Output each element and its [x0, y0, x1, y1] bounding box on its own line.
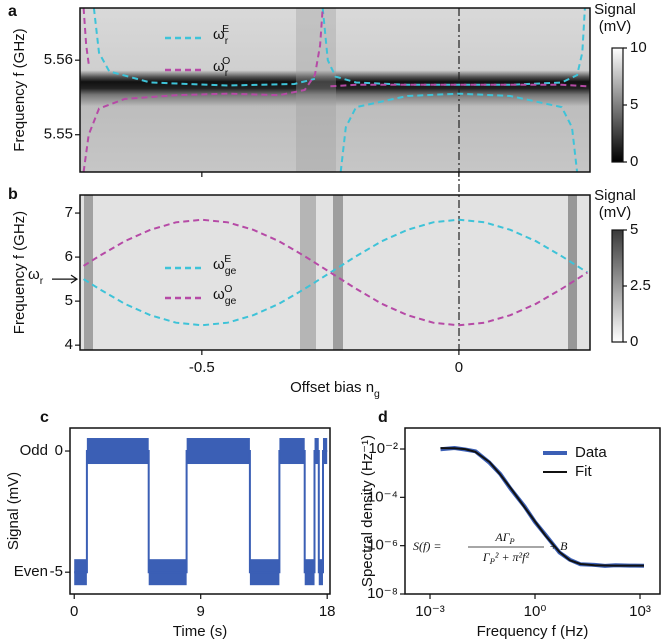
- y-tick-label: 10⁻⁴: [367, 488, 398, 505]
- x-axis-label: Time (s): [173, 623, 227, 640]
- y-axis-label: Frequency f (GHz): [11, 28, 28, 151]
- heatmap-streak: [568, 195, 577, 350]
- x-tick-label: 10⁻³: [415, 603, 445, 620]
- equation-rhs: + B: [549, 539, 568, 553]
- y-tick-label: 6: [65, 248, 73, 265]
- legend-label: Data: [575, 444, 607, 461]
- text-part: Γ: [482, 550, 491, 564]
- y-tick-label: 10⁻⁶: [367, 537, 398, 554]
- colorbar: [611, 47, 624, 163]
- text-part: ge: [225, 265, 237, 277]
- colorbar-tick-label: 0: [630, 333, 638, 350]
- text-part: r: [225, 67, 229, 79]
- text-part: ω: [213, 26, 225, 43]
- text-part: ω: [28, 266, 40, 283]
- colorbar-tick-label: 10: [630, 39, 647, 56]
- x-tick-label: 0: [455, 359, 463, 376]
- colorbar-tick-label: 2.5: [630, 277, 651, 294]
- curve: [82, 8, 588, 172]
- curve: [92, 8, 586, 172]
- y-axis-label: Signal (mV): [5, 472, 22, 550]
- text-part: ω: [213, 256, 225, 273]
- panel-label: b: [8, 186, 18, 203]
- y-tick-label: -5: [50, 563, 63, 580]
- x-tick-label: 0: [70, 603, 78, 620]
- y-tick-label: 10⁻²: [368, 440, 398, 457]
- legend-label: ωrO: [213, 55, 230, 79]
- panel-label: d: [378, 409, 388, 426]
- text-part: E: [224, 253, 231, 265]
- text-part: Offset bias n: [290, 379, 374, 396]
- axes-frame: [79, 194, 591, 351]
- colorbar-tick-label: 0: [630, 153, 638, 170]
- equation-lhs: S(f) =: [413, 539, 441, 553]
- x-tick-label: 18: [319, 603, 336, 620]
- text-part: r: [225, 35, 229, 47]
- text-part: r: [40, 275, 44, 287]
- x-tick-label: -0.5: [189, 359, 215, 376]
- line: [440, 447, 644, 567]
- text-part: O: [222, 55, 230, 67]
- y-tick-label: 0: [55, 442, 63, 459]
- equation-numerator: AΓP: [494, 530, 514, 547]
- line: [74, 450, 328, 574]
- legend-label: ωgeE: [213, 253, 237, 277]
- colorbar-label: (mV): [599, 204, 632, 221]
- y-tick-label: 7: [65, 204, 73, 221]
- legend-label: ωrE: [213, 23, 229, 47]
- colorbar-label: (mV): [599, 18, 632, 35]
- level-label: Even: [14, 563, 48, 580]
- heatmap-streak: [84, 195, 93, 350]
- text-part: AΓ: [494, 530, 510, 544]
- y-tick-label: 4: [65, 336, 73, 353]
- text-part: ² + π²f²: [495, 550, 530, 564]
- text-part: ω: [213, 286, 225, 303]
- axes-frame: [69, 427, 331, 595]
- heatmap-image: [80, 8, 590, 172]
- axes-frame: [79, 7, 591, 173]
- colorbar-tick-label: 5: [630, 221, 638, 238]
- text-part: P: [489, 557, 495, 566]
- text-part: P: [509, 537, 515, 546]
- legend-label: Fit: [575, 463, 592, 480]
- colorbar-label: Signal: [594, 1, 636, 18]
- colorbar-label: Signal: [594, 187, 636, 204]
- legend-label: ωgeO: [213, 283, 237, 307]
- line: [440, 446, 645, 568]
- heatmap-streak: [300, 195, 316, 350]
- x-axis-label: Frequency f (Hz): [477, 623, 589, 640]
- equation-denominator: ΓP² + π²f²: [482, 550, 530, 567]
- y-axis-label: Frequency f (GHz): [11, 211, 28, 334]
- text-part: ω: [213, 58, 225, 75]
- y-tick-label: 5.55: [44, 126, 73, 143]
- y-tick-label: 5: [65, 292, 73, 309]
- annotation: ωr: [28, 266, 44, 287]
- x-tick-label: 10⁰: [524, 603, 547, 620]
- x-axis-label: Offset bias ng: [290, 379, 380, 400]
- x-tick-label: 10³: [629, 603, 651, 620]
- x-tick-label: 9: [197, 603, 205, 620]
- colorbar-tick-label: 5: [630, 96, 638, 113]
- panel-label: c: [40, 409, 49, 426]
- text-part: ge: [225, 295, 237, 307]
- y-axis-label: Spectral density (Hz⁻¹): [359, 435, 376, 587]
- heatmap-streak: [333, 195, 343, 350]
- y-tick-label: 5.56: [44, 51, 73, 68]
- curve: [83, 218, 588, 327]
- text-part: E: [222, 23, 229, 35]
- text-part: g: [374, 388, 380, 400]
- axes-frame: [404, 427, 661, 595]
- panel-label: a: [8, 3, 17, 20]
- colorbar: [611, 229, 624, 343]
- text-part: O: [224, 283, 232, 295]
- level-label: Odd: [20, 442, 48, 459]
- y-tick-label: 10⁻⁸: [367, 585, 398, 602]
- annotation-arrow: [52, 274, 79, 284]
- curve: [83, 218, 588, 327]
